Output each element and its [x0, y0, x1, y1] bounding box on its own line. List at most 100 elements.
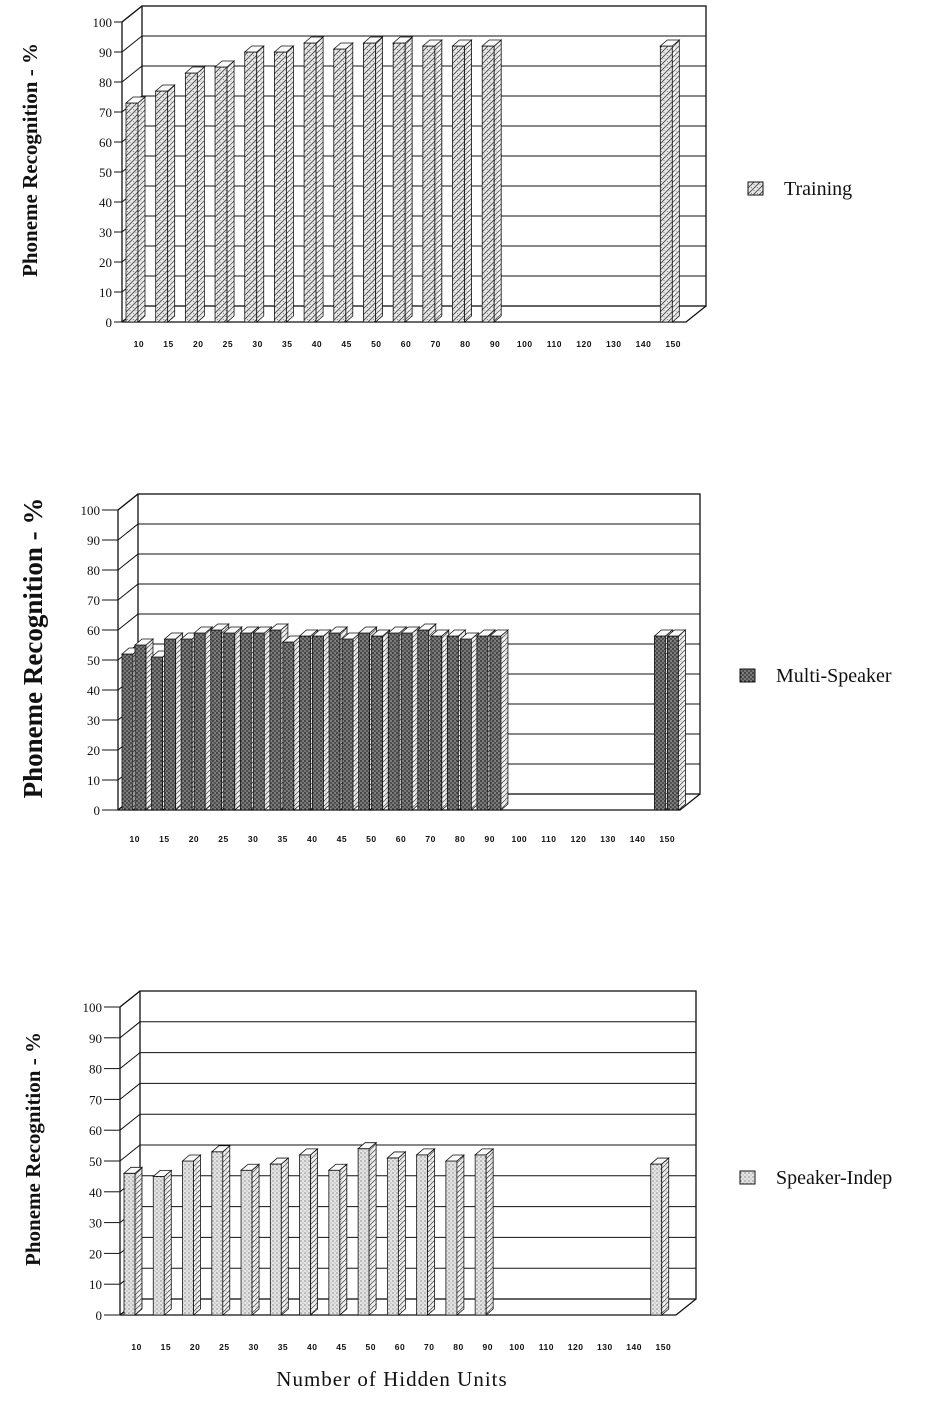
bar-top — [152, 1170, 173, 1177]
x-tick-label: 45 — [336, 1342, 346, 1352]
x-tick-label: 80 — [455, 834, 465, 844]
bar — [333, 48, 347, 323]
legend: Multi-Speaker — [739, 665, 892, 687]
bar-top — [209, 623, 230, 631]
gridline — [121, 35, 706, 53]
x-tick-label: 150 — [659, 834, 675, 844]
y-tick-label: 90 — [89, 1031, 102, 1046]
x-tick-label: 80 — [460, 339, 470, 349]
x-tick-label: 20 — [189, 834, 199, 844]
chart-panel-multi-speaker: 0 10 20 30 40 50 60 70 80 90 100 10 15 20 25 30 35 40 45 50… — [18, 493, 892, 844]
x-tick-label: 40 — [307, 1342, 317, 1352]
bar-top — [392, 36, 414, 44]
bar — [371, 635, 384, 811]
x-tick-label: 15 — [159, 834, 169, 844]
bar-top — [659, 39, 681, 47]
y-tick-label: 50 — [87, 653, 100, 668]
bar — [152, 1176, 165, 1316]
bar-side — [226, 60, 235, 323]
y-tick-label: 60 — [87, 623, 100, 638]
bar — [328, 1169, 341, 1316]
bar-side — [163, 1169, 172, 1316]
x-tick-label: 100 — [517, 339, 533, 349]
gridline — [121, 65, 706, 83]
x-tick-label: 70 — [424, 1342, 434, 1352]
gridline — [119, 1144, 696, 1162]
x-tick-label: 20 — [193, 339, 203, 349]
bar-top — [357, 1142, 378, 1150]
gridline — [121, 5, 706, 23]
x-tick-label: 120 — [571, 834, 587, 844]
x-tick-label: 25 — [218, 834, 228, 844]
bar — [445, 1160, 458, 1316]
bar-side — [256, 45, 265, 323]
gridline — [119, 990, 696, 1008]
y-tick-label: 30 — [87, 713, 100, 728]
y-tick-label: 100 — [93, 15, 113, 30]
bar — [193, 632, 206, 811]
x-tick-label: 90 — [483, 1342, 493, 1352]
bar-top — [163, 632, 184, 640]
bar-top — [474, 1148, 495, 1156]
bar — [459, 638, 472, 811]
gridline — [119, 1298, 696, 1316]
y-tick-label: 40 — [87, 683, 100, 698]
bar — [481, 45, 495, 323]
bar-top — [311, 629, 332, 637]
gridline — [117, 523, 700, 541]
bar-top — [303, 36, 325, 44]
bar-side — [493, 39, 502, 323]
bar-top — [357, 626, 378, 634]
bar — [184, 72, 198, 323]
y-tick-label: 20 — [99, 255, 112, 270]
y-tick-label: 50 — [89, 1154, 102, 1169]
bar — [392, 42, 406, 323]
x-tick-label: 150 — [665, 339, 681, 349]
bar-side — [397, 1151, 406, 1316]
x-tick-label: 30 — [252, 339, 262, 349]
bar-top — [124, 96, 147, 104]
x-tick-label: 120 — [568, 1342, 584, 1352]
y-tick-label: 90 — [87, 533, 100, 548]
bar — [489, 635, 502, 811]
y-tick-label: 70 — [99, 105, 112, 120]
bar — [303, 42, 317, 323]
bar — [274, 51, 287, 323]
bar-top — [387, 626, 408, 634]
bar-top — [243, 45, 265, 53]
x-tick-label: 60 — [401, 339, 411, 349]
bar — [125, 102, 139, 323]
x-tick-label: 90 — [485, 834, 495, 844]
bar-side — [500, 629, 509, 811]
x-tick-label: 60 — [396, 834, 406, 844]
x-tick-label: 110 — [539, 1342, 554, 1352]
x-tick-label: 10 — [134, 339, 144, 349]
gridline — [117, 583, 700, 601]
bar-top — [181, 1154, 202, 1162]
bar-top — [649, 1157, 670, 1165]
bar — [240, 1169, 253, 1316]
bar-side — [678, 629, 686, 811]
y-axis-label: Phoneme Recognition - % — [18, 43, 42, 277]
bar-side — [134, 1166, 143, 1316]
bar — [328, 632, 341, 811]
legend-label: Speaker-Indep — [776, 1167, 892, 1189]
y-tick-label: 0 — [96, 1308, 103, 1323]
bar-side — [137, 96, 146, 323]
bar-top — [481, 39, 503, 47]
bar-top — [362, 36, 384, 44]
bar — [155, 90, 169, 323]
bar — [387, 632, 400, 811]
bar — [299, 635, 311, 811]
y-tick-label: 50 — [99, 165, 112, 180]
bar-side — [456, 1154, 465, 1316]
bar-side — [280, 1157, 289, 1316]
gridline — [117, 493, 700, 511]
bar — [416, 1154, 429, 1316]
y-tick-label: 40 — [89, 1185, 102, 1200]
bar-top — [122, 1166, 144, 1174]
bar-side — [345, 42, 354, 323]
legend-swatch — [739, 668, 756, 683]
bar — [430, 635, 443, 811]
bar-side — [427, 1147, 436, 1316]
